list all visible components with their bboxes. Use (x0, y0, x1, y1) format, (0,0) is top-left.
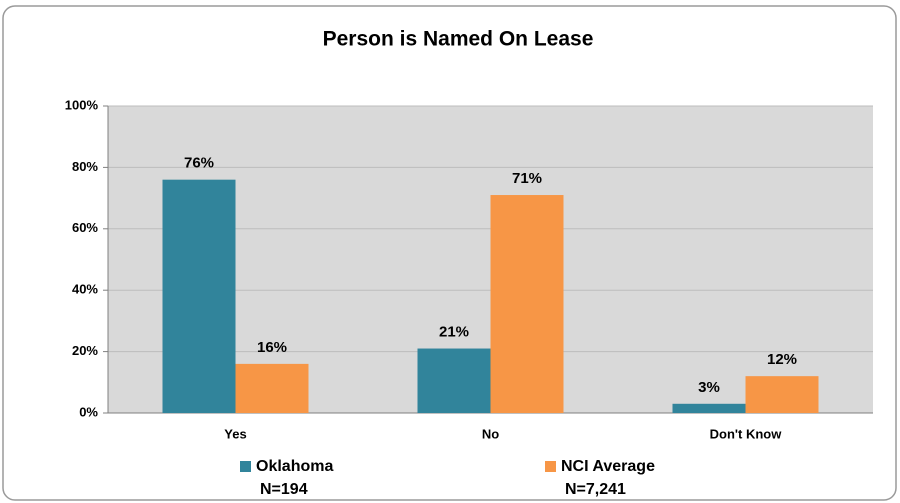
x-tick-label: No (482, 426, 499, 441)
bar (162, 179, 236, 413)
value-label: 16% (257, 339, 287, 356)
value-label: 76% (184, 155, 214, 172)
bar (672, 403, 746, 413)
value-label: 3% (698, 379, 720, 396)
x-tick-label: Don't Know (710, 426, 783, 441)
value-label: 21% (439, 323, 469, 340)
bar (235, 363, 309, 413)
y-tick-label: 0% (79, 404, 98, 419)
legend-note: N=7,241 (565, 481, 626, 498)
y-tick-label: 40% (72, 282, 98, 297)
value-label: 71% (512, 170, 542, 187)
bar (490, 195, 564, 413)
y-tick-label: 60% (72, 220, 98, 235)
y-tick-label: 20% (72, 343, 98, 358)
bar (417, 348, 491, 413)
legend-note: N=194 (260, 481, 308, 498)
y-tick-label: 100% (65, 97, 99, 112)
chart-title: Person is Named On Lease (323, 28, 594, 51)
legend-label: Oklahoma (256, 458, 333, 475)
legend-label: NCI Average (561, 458, 655, 475)
legend-swatch (240, 461, 251, 472)
legend-swatch (545, 461, 556, 472)
x-tick-label: Yes (224, 426, 246, 441)
y-tick-label: 80% (72, 159, 98, 174)
bar (745, 376, 819, 413)
value-label: 12% (767, 351, 797, 368)
